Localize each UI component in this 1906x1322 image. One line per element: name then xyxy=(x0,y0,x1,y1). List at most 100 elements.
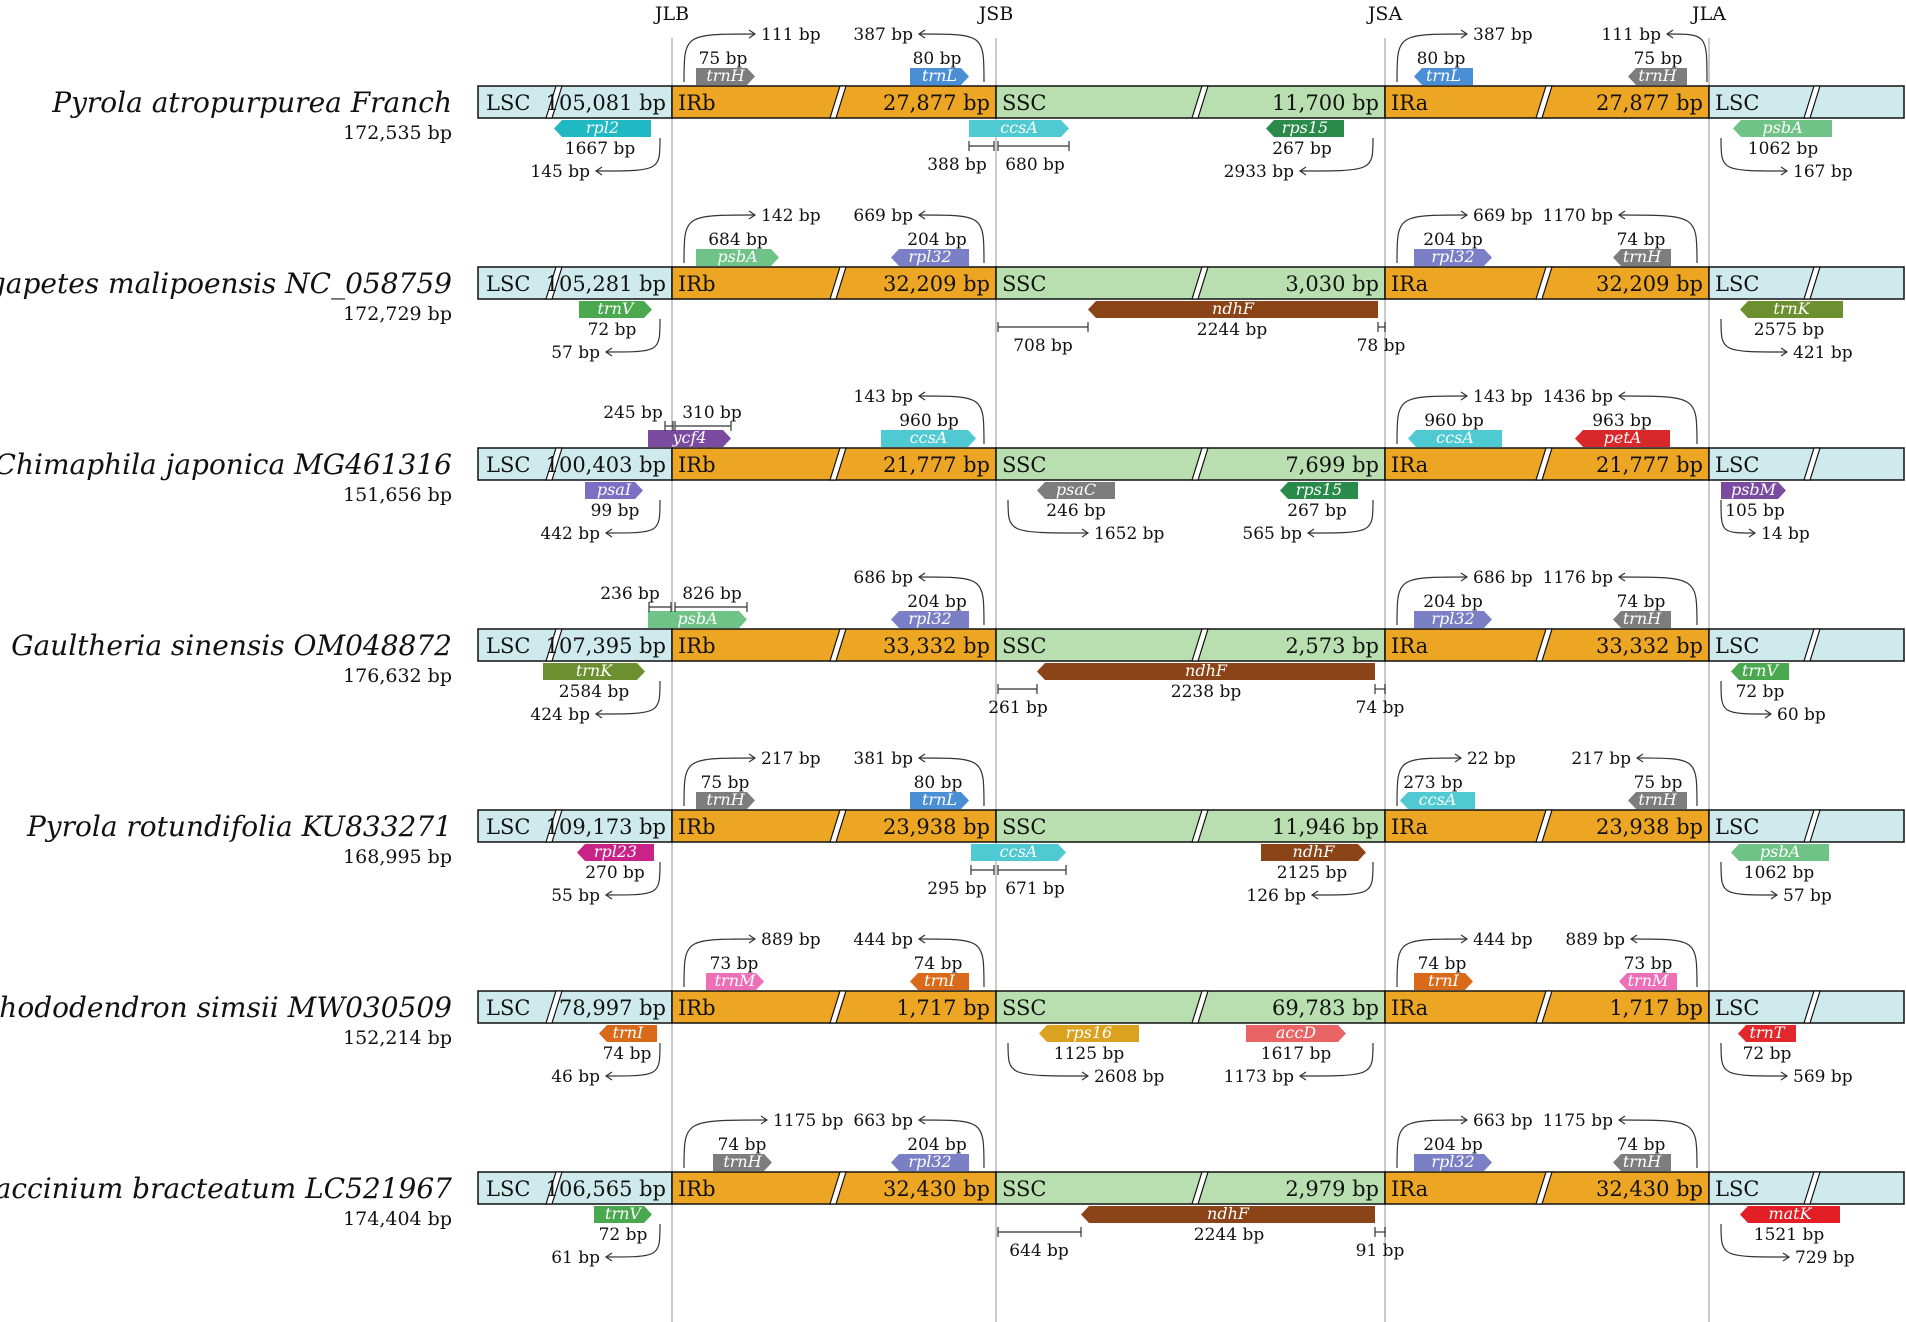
gene-trnL xyxy=(910,792,969,809)
gene-trnV xyxy=(594,1206,652,1223)
break-mark xyxy=(545,628,563,662)
distance-arrow xyxy=(595,680,661,715)
gene-length: 74 bp xyxy=(603,1044,652,1064)
distance-arrow xyxy=(605,318,661,353)
break-mark xyxy=(545,990,563,1024)
arrowhead xyxy=(917,753,926,763)
gene-label: matK xyxy=(1768,1204,1812,1223)
ira-label: IRa xyxy=(1391,815,1428,839)
gene-rpl32 xyxy=(891,611,969,628)
gene-psaC xyxy=(1037,482,1115,499)
gene-distance: 111 bp xyxy=(761,25,821,45)
distance-arrow xyxy=(1720,137,1788,172)
gene-trnI xyxy=(910,973,969,990)
distance-arrow xyxy=(918,576,985,626)
ssc-length: 2,979 bp xyxy=(1285,1177,1379,1201)
distance-arrow xyxy=(683,757,756,807)
gene-label: trnL xyxy=(1426,66,1461,85)
gene-label: psaC xyxy=(1056,480,1096,499)
lsc-label: LSC xyxy=(486,1177,530,1201)
break-mark xyxy=(829,990,847,1024)
distance-arrow xyxy=(1299,137,1374,172)
break-mark xyxy=(1191,1171,1209,1205)
gene-trnM xyxy=(1619,973,1677,990)
distance-arrow xyxy=(1311,861,1374,896)
ssc-label: SSC xyxy=(1002,634,1046,658)
gene-length: 963 bp xyxy=(1592,411,1652,431)
span-label: 680 bp xyxy=(1005,155,1065,175)
arrowhead xyxy=(1298,166,1307,176)
gene-label: rps16 xyxy=(1066,1023,1112,1042)
arrowhead xyxy=(1454,753,1463,763)
break-mark xyxy=(1535,266,1553,300)
gene-label: trnH xyxy=(723,1152,762,1171)
gene-distance: 686 bp xyxy=(853,568,913,588)
arrowhead xyxy=(1460,210,1469,220)
gene-label: trnM xyxy=(1628,971,1669,990)
break-mark xyxy=(829,85,847,119)
gene-rps15 xyxy=(1280,482,1358,499)
gene-psbM xyxy=(1721,482,1786,499)
lsc-label: LSC xyxy=(486,272,530,296)
gene-length: 99 bp xyxy=(591,501,640,521)
gene-trnL xyxy=(910,68,969,85)
gene-label: ndhF xyxy=(1212,299,1255,318)
break-mark xyxy=(1535,447,1553,481)
gene-label: psbA xyxy=(1760,842,1800,861)
gene-label: ccsA xyxy=(1000,118,1038,137)
genome-row: Agapetes malipoensis NC_058759 172,729 bp… xyxy=(0,206,1905,363)
genome-size: 174,404 bp xyxy=(343,1208,452,1230)
genome-row: Chimaphila japonica MG461316 151,656 bp LS… xyxy=(0,387,1905,544)
junction-header: JSB xyxy=(977,3,1014,25)
distance-arrow xyxy=(1720,318,1788,353)
arrowhead xyxy=(1665,29,1674,39)
gene-distance: 889 bp xyxy=(1565,930,1625,950)
gene-label: psbM xyxy=(1731,480,1777,499)
gene-length: 2238 bp xyxy=(1171,682,1242,702)
ira-length: 33,332 bp xyxy=(1596,634,1703,658)
arrowhead xyxy=(748,934,757,944)
arrowhead xyxy=(1460,391,1469,401)
gene-accD xyxy=(1246,1025,1346,1042)
gene-distance: 14 bp xyxy=(1761,524,1810,544)
ssc-length: 7,699 bp xyxy=(1285,453,1379,477)
arrowhead xyxy=(604,528,613,538)
gene-length: 75 bp xyxy=(1634,773,1683,793)
gene-ccsA xyxy=(971,844,1066,861)
gene-length: 74 bp xyxy=(1617,1135,1666,1155)
arrowhead xyxy=(1460,1115,1469,1125)
arrowhead xyxy=(1310,890,1319,900)
distance-arrow xyxy=(1307,499,1374,534)
arrowhead xyxy=(1081,528,1090,538)
irb-label: IRb xyxy=(678,453,716,477)
gene-trnM xyxy=(706,973,764,990)
gene-distance: 2608 bp xyxy=(1094,1067,1165,1087)
lsc-label: LSC xyxy=(486,996,530,1020)
gene-label: ycf4 xyxy=(671,428,706,447)
gene-distance: 387 bp xyxy=(1473,25,1533,45)
gene-label: trnL xyxy=(922,790,957,809)
gene-rpl32 xyxy=(1414,1154,1492,1171)
arrowhead xyxy=(748,210,757,220)
gene-label: trnV xyxy=(598,299,635,318)
ssc-length: 11,946 bp xyxy=(1272,815,1379,839)
irb-length: 21,777 bp xyxy=(883,453,990,477)
break-mark xyxy=(1191,990,1209,1024)
gene-trnK xyxy=(1740,301,1843,318)
span-label: 388 bp xyxy=(927,155,987,175)
break-mark xyxy=(1803,990,1821,1024)
gene-distance: 669 bp xyxy=(1473,206,1533,226)
span-label: 245 bp xyxy=(603,403,663,423)
ira-label: IRa xyxy=(1391,634,1428,658)
arrowhead xyxy=(1780,166,1789,176)
species-name: Gaultheria sinensis OM048872 xyxy=(11,629,452,662)
gene-distance: 55 bp xyxy=(551,886,600,906)
break-mark xyxy=(829,628,847,662)
arrowhead xyxy=(1617,391,1626,401)
distance-arrow xyxy=(1396,1119,1468,1169)
lsc-region xyxy=(477,85,673,119)
lsc-region xyxy=(477,990,673,1024)
gene-distance: 729 bp xyxy=(1795,1248,1855,1268)
gene-label: trnH xyxy=(1623,247,1662,266)
gene-length: 204 bp xyxy=(907,1135,967,1155)
